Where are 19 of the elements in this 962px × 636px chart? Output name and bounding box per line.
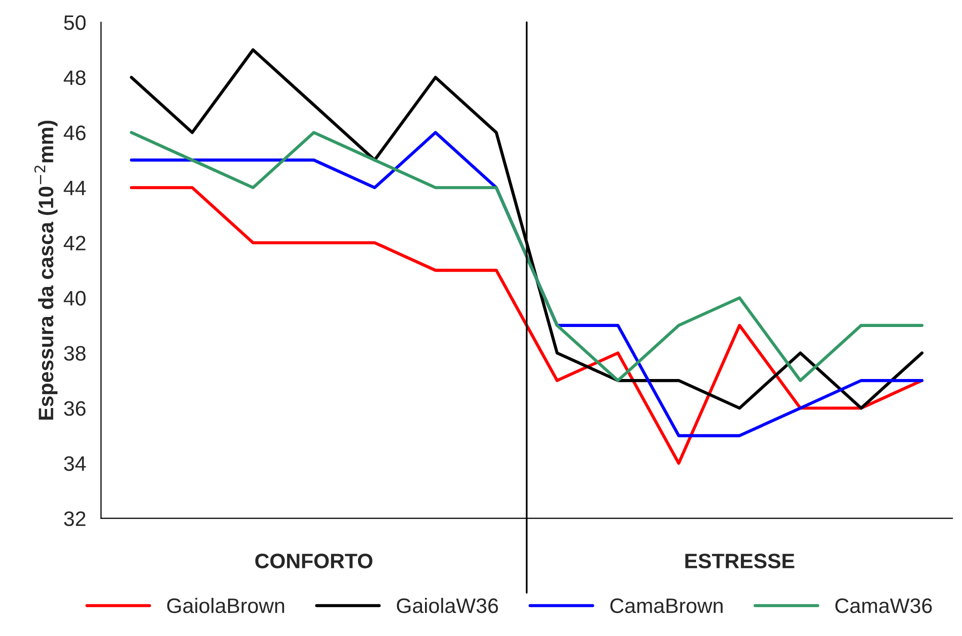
y-tick-label: 48 bbox=[64, 70, 86, 86]
y-axis-title: Espessura da casca (10$^{−2}$mm) bbox=[34, 120, 58, 420]
text: ESTRESSE bbox=[685, 554, 794, 568]
text: CONFORTO bbox=[255, 554, 372, 568]
y-tick-label: 38 bbox=[64, 346, 86, 361]
y-tick-label: 40 bbox=[64, 290, 86, 306]
line-series bbox=[130, 130, 924, 382]
y-tick-label: 46 bbox=[64, 126, 86, 140]
y-tick-label: 32 bbox=[64, 511, 86, 526]
y-tick-label: 36 bbox=[64, 401, 86, 416]
y-tick-label: 44 bbox=[64, 180, 86, 196]
legend-label: CamaW36 bbox=[835, 598, 932, 614]
legend-label: GaiolaW36 bbox=[396, 598, 498, 614]
legend-label: GaiolaBrown bbox=[167, 598, 284, 614]
y-tick-label: 50 bbox=[64, 15, 86, 30]
line-series bbox=[130, 186, 924, 465]
y-tick-label: 42 bbox=[64, 236, 86, 250]
y-tick-label: 34 bbox=[64, 456, 86, 471]
legend-label: CamaBrown bbox=[610, 598, 723, 614]
